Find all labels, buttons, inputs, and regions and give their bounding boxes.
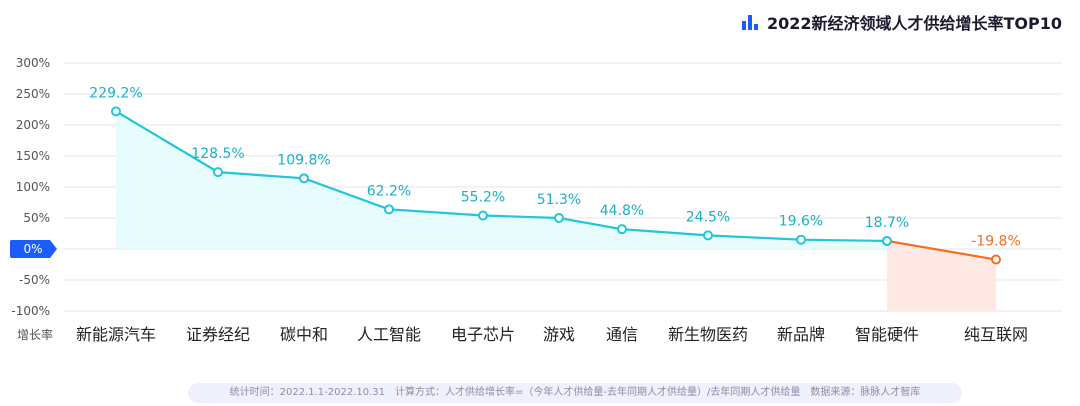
line-chart: 300% 250% 200% 150% 100% 50% 0% -50% -100% 229.2%… [10,56,1062,344]
data-point [111,106,121,117]
y-tick-label: 0% [23,242,42,256]
footer-note: 统计时间：2022.1.1-2022.10.31 计算方式：人才供给增长率=（今… [188,383,962,403]
data-point [882,235,892,246]
chart-title: 2022新经济领域人才供给增长率TOP10 [766,14,1062,33]
data-point [703,230,713,241]
x-tick-label: 游戏 [543,325,575,344]
series-line [115,110,888,243]
x-tick-label: 智能硬件 [855,325,919,344]
data-point [299,173,309,184]
data-point [384,204,394,215]
bar-chart-icon [741,15,758,30]
x-tick-label: 纯互联网 [964,325,1028,344]
data-point [554,213,564,223]
data-label: 55.2% [461,190,505,206]
series-line-negative [886,239,997,261]
x-tick-label: 新品牌 [777,325,825,344]
y-tick-label: 100% [16,180,50,194]
data-point [213,167,223,178]
data-label: 44.8% [600,203,644,219]
data-point [478,210,488,221]
x-tick-label: 新生物医药 [668,325,748,344]
data-point [617,224,627,235]
data-point [991,254,1001,265]
chart-title-group: 2022新经济领域人才供给增长率TOP10 [741,10,1062,34]
y-tick-label: 150% [16,149,50,163]
x-axis-label: 增长率 [17,327,53,342]
data-label: 24.5% [686,209,730,225]
x-tick-label: 通信 [606,325,638,344]
data-label: 128.5% [191,146,244,162]
data-label: 62.2% [367,183,411,199]
y-tick-label: 50% [23,211,50,225]
zero-tick-badge: 0% [10,240,57,258]
y-tick-label: -100% [11,304,50,318]
x-tick-label: 证券经纪 [186,325,250,344]
zero-tick-badge-shape [10,240,57,258]
data-label: 18.7% [865,215,909,231]
area-fill [116,111,887,249]
y-tick-label: 200% [16,118,50,132]
x-tick-label: 碳中和 [280,325,328,344]
x-tick-label: 新能源汽车 [76,325,156,344]
data-point [796,234,806,245]
y-tick-label: 250% [16,87,50,101]
x-tick-label: 人工智能 [357,325,421,344]
area-fill-negative [887,240,996,311]
data-label: 109.8% [277,152,330,168]
data-label: -19.8% [971,234,1021,250]
y-tick-label: 300% [16,56,50,70]
y-tick-label: -50% [19,273,50,287]
data-label: 229.2% [89,85,142,101]
data-label: 19.6% [779,214,823,230]
data-label: 51.3% [537,192,581,208]
x-tick-label: 电子芯片 [451,325,515,344]
